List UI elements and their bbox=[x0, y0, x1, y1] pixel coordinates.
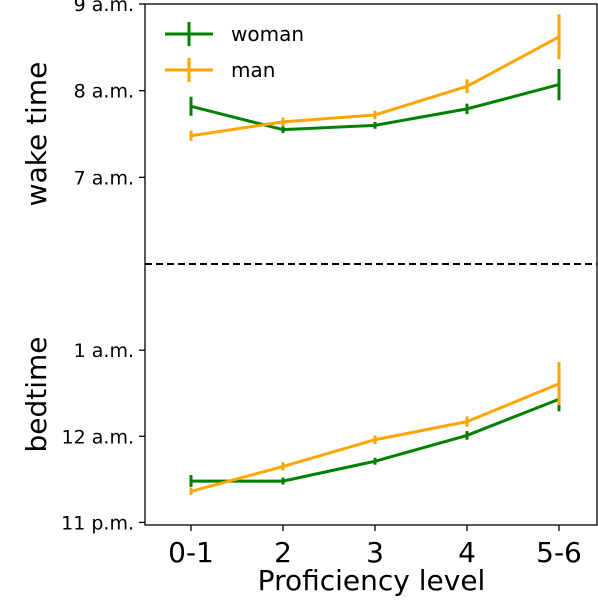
y-tick-label-wake: 9 a.m. bbox=[74, 0, 134, 16]
plot-area bbox=[144, 3, 598, 526]
x-tick-label: 2 bbox=[274, 536, 292, 569]
x-tick-label: 3 bbox=[366, 536, 384, 569]
y-tick-label-wake: 7 a.m. bbox=[74, 167, 134, 189]
x-tick-label: 0-1 bbox=[168, 536, 214, 569]
y-tick-label-bed: 11 p.m. bbox=[61, 512, 134, 534]
y-tick-label-bed: 12 a.m. bbox=[62, 426, 134, 448]
x-axis-title: Proficiency level bbox=[258, 564, 486, 597]
series-layer bbox=[189, 14, 561, 495]
x-tick-label: 5-6 bbox=[536, 536, 582, 569]
y-tick-label-wake: 8 a.m. bbox=[74, 81, 134, 103]
legend-label-woman: woman bbox=[231, 22, 304, 46]
y-axis-title-wake: wake time bbox=[20, 62, 53, 207]
legend-label-man: man bbox=[231, 58, 275, 82]
legend: woman man bbox=[165, 22, 304, 82]
ticks-layer: 9 a.m. 8 a.m. 7 a.m. 1 a.m. 12 a.m. 11 p.m. 0-… bbox=[61, 0, 582, 569]
y-axis-title-bedtime: bedtime bbox=[20, 336, 53, 452]
x-tick-label: 4 bbox=[458, 536, 476, 569]
y-tick-label-bed: 1 a.m. bbox=[74, 340, 134, 362]
